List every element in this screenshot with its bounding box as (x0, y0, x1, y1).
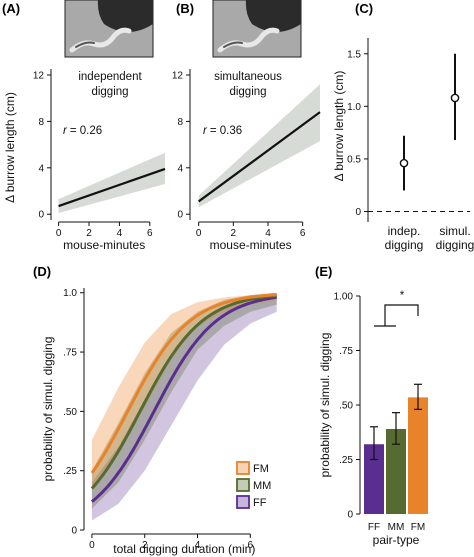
panel-c-y-tick-label: 1.0 (347, 102, 361, 113)
panel-a-y-axis-title: Δ burrow length (cm) (3, 92, 17, 203)
panel-c-y-tick-label: 0.5 (347, 154, 361, 165)
panel-d-y-axis-title: probability of simul. digging (41, 337, 55, 482)
panel-e-bar-mm (386, 428, 406, 514)
panel-a-title-line1: independent (78, 71, 142, 83)
panel-e-category-label: FF (368, 522, 380, 533)
panel-a-x-tick-label: 6 (147, 228, 153, 239)
panel-d-ci-band-mm (91, 292, 277, 509)
panel-e-category-label: FM (411, 522, 425, 533)
panel-c-y-tick-label: 0 (355, 207, 361, 218)
panel-e-y-tick-label: 1.00 (334, 292, 354, 303)
panel-e-y-tick-label: .75 (339, 346, 353, 357)
panel-c-category-label: indep. (388, 224, 421, 238)
panel-d-curve-ff (90, 295, 277, 503)
legend-label-mm: MM (253, 480, 271, 492)
panel-b-title-line1: simultaneous (214, 71, 282, 83)
panel-b-title-line2: digging (229, 86, 266, 98)
panel-d-curve-fm (90, 293, 277, 474)
panel-d-ci-band-fm (91, 292, 277, 490)
panel-label-b: (B) (176, 1, 194, 16)
panel-d-curve-mm (90, 294, 277, 490)
panel-b-x-tick-label: 2 (231, 228, 237, 239)
legend-swatch-fm (236, 461, 250, 475)
panel-a-x-tick-label: 0 (56, 228, 62, 239)
panel-d-x-tick-label: 6 (248, 540, 254, 551)
panel-a-y-tick-label: 8 (38, 117, 44, 128)
panel-e-y-tick-label: .25 (339, 455, 353, 466)
panel-a-regression-line (58, 167, 166, 208)
panel-a-title-line2: digging (91, 86, 128, 98)
panel-b-y-tick-label: 0 (177, 210, 183, 221)
panel-a-x-tick-label: 4 (117, 228, 123, 239)
panel-b-x-tick-label: 0 (196, 228, 202, 239)
panel-label-e: (E) (315, 264, 332, 279)
panel-a-y-tick-label: 12 (33, 71, 45, 82)
panel-e-y-tick-label: .50 (339, 401, 353, 412)
panel-e-y-axis-title: probability of simul. digging (318, 333, 332, 478)
chart-layer: 0 2 4 6 0 4 8 12 mouse-minutes Δ burrow length (c… (3, 38, 474, 556)
panel-b-y-tick-label: 8 (177, 117, 183, 128)
panel-d-ci-band-ff (91, 295, 277, 521)
panel-c-category-label: digging (385, 238, 424, 252)
panel-d-y-tick-label: 1.0 (63, 288, 77, 299)
panel-b-r-annotation: r = 0.36 (203, 125, 242, 137)
panel-c-mean-point (450, 93, 460, 103)
panel-label-c: (C) (355, 1, 373, 16)
panel-b-x-tick-label: 6 (300, 228, 306, 239)
panel-c-y-axis-title: Δ burrow length (cm) (332, 71, 346, 182)
panel-d-x-axis-title: total digging duration (min) (113, 542, 255, 556)
panel-label-d: (D) (33, 264, 51, 279)
panel-d-y-tick-label: .75 (63, 348, 77, 359)
panel-a-y-tick-label: 4 (38, 163, 44, 174)
panel-c-category-label: simul. (439, 224, 470, 238)
significance-star: * (400, 290, 405, 302)
panel-a-y-tick-label: 0 (38, 210, 44, 221)
panel-d-x-tick-label: 0 (89, 540, 95, 551)
legend-swatch-mm (236, 478, 250, 492)
panel-a-r-annotation: r = 0.26 (63, 125, 102, 137)
panel-c-y-tick-label: 1.5 (347, 49, 361, 60)
panel-b-y-tick-label: 12 (172, 71, 184, 82)
significance-bracket (374, 304, 419, 327)
panel-e-y-tick-label: 0 (347, 510, 353, 521)
legend-label-ff: FF (253, 497, 267, 509)
panel-d-y-tick-label: .50 (63, 407, 77, 418)
legend-swatch-ff (236, 495, 250, 509)
panel-b-ci-band (198, 84, 320, 208)
panel-c-category-label: digging (436, 238, 474, 252)
panel-d-y-tick-label: 0 (71, 526, 77, 537)
panel-e-x-axis-title: pair-type (373, 533, 420, 547)
panel-b-x-tick-label: 4 (265, 228, 271, 239)
photo-thumbnail-a (64, 0, 154, 58)
panel-label-a: (A) (2, 1, 20, 16)
panel-b-x-axis-title: mouse-minutes (210, 238, 292, 252)
panel-a-x-axis-title: mouse-minutes (63, 238, 145, 252)
panel-c-mean-point (399, 158, 409, 168)
panel-e-bar-ff (364, 444, 384, 514)
panel-e-bar-fm (408, 397, 428, 514)
panel-b-y-tick-label: 4 (177, 163, 183, 174)
panel-d-x-tick-label: 4 (195, 540, 201, 551)
photo-thumbnail-b (212, 0, 302, 58)
panel-a-x-tick-label: 2 (86, 228, 92, 239)
panel-d-x-tick-label: 2 (142, 540, 148, 551)
legend-label-fm: FM (253, 463, 269, 475)
panel-d-y-tick-label: .25 (63, 466, 77, 477)
panel-a-ci-band (58, 152, 165, 214)
panel-e-category-label: MM (388, 522, 405, 533)
panel-b-regression-line (198, 111, 321, 203)
